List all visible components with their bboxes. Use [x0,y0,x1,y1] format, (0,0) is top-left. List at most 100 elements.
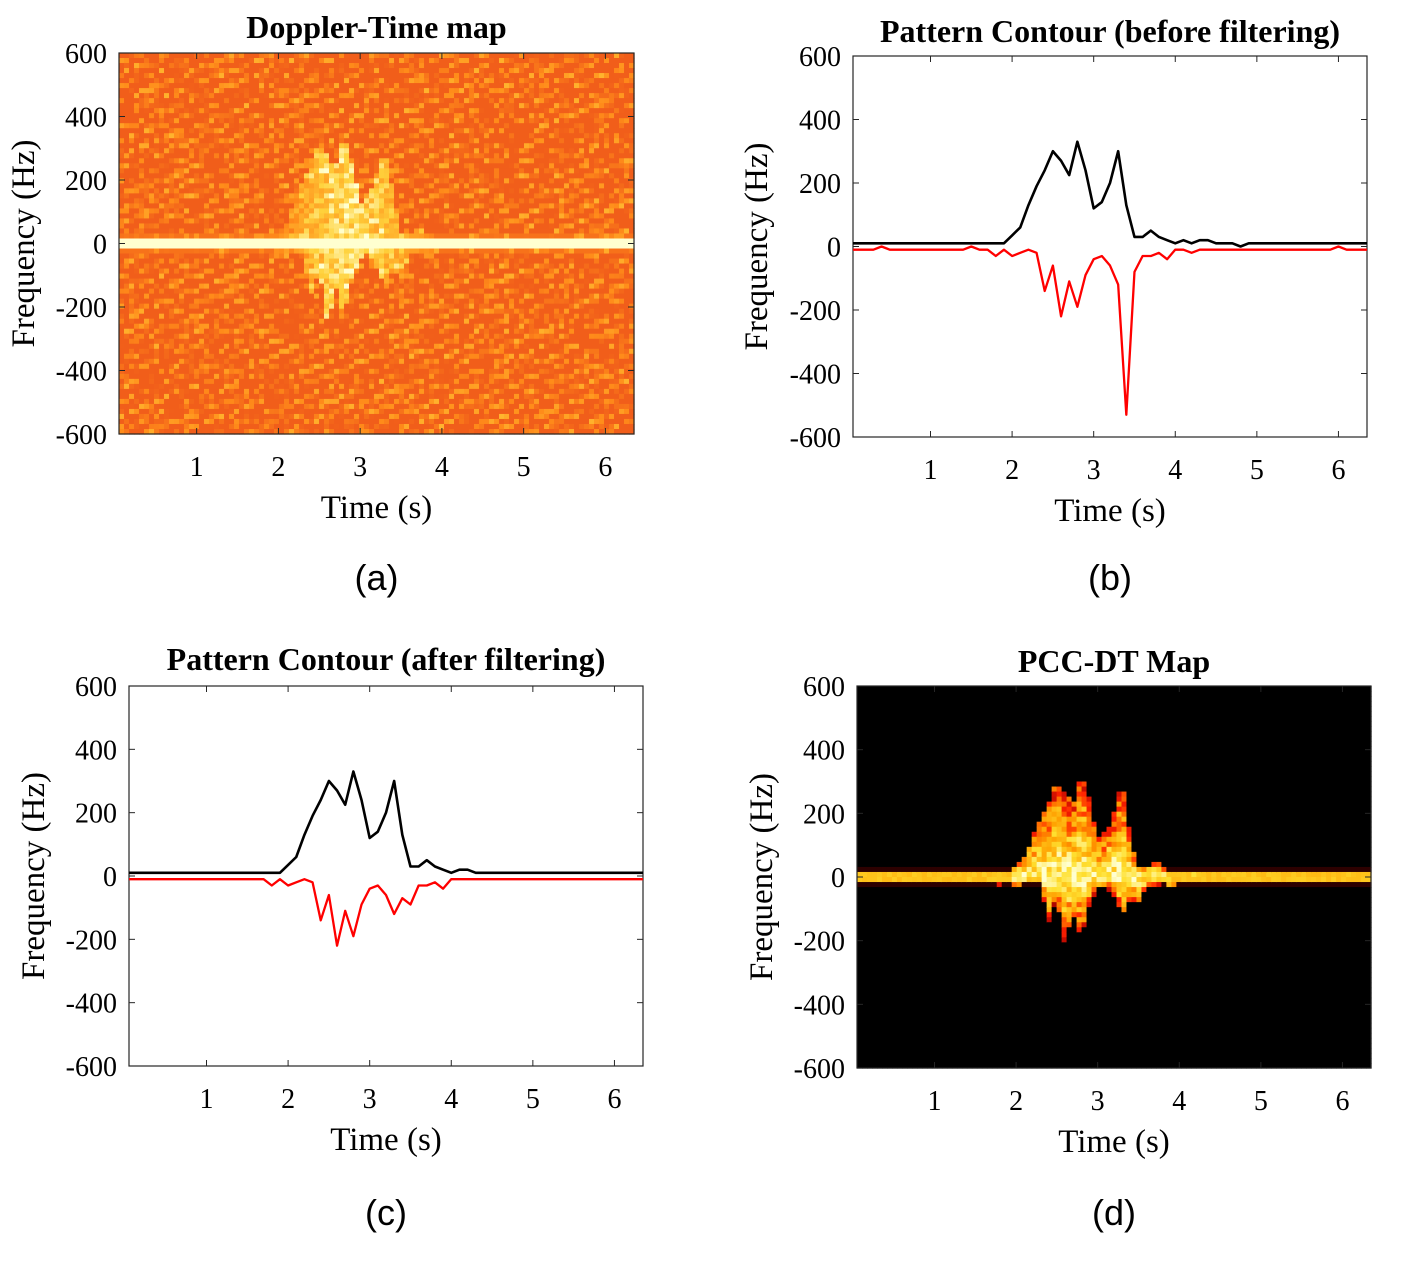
heatmap-cell [364,338,370,345]
heatmap-cell [414,83,420,89]
heatmap-cell [209,333,215,340]
heatmap-cell [289,238,295,245]
heatmap-cell [159,423,165,430]
heatmap-cell [209,288,215,295]
heatmap-cell [284,168,290,174]
heatmap-cell [134,423,140,430]
heatmap-cell [199,103,205,109]
heatmap-cell [134,273,140,280]
heatmap-cell [329,233,335,240]
heatmap-cell [249,63,255,69]
heatmap-cell [179,88,185,94]
heatmap-cell [139,213,145,220]
heatmap-cell [194,388,200,395]
heatmap-cell [164,258,170,265]
heatmap-cell [299,73,305,79]
heatmap-cell [129,58,135,64]
heatmap-cell [299,253,305,260]
heatmap-cell [134,83,140,89]
heatmap-cell [234,258,240,265]
heatmap-cell [244,353,250,360]
heatmap-cell [144,53,150,59]
heatmap-cell [324,63,330,69]
heatmap-cell [324,278,330,285]
heatmap-cell [284,223,290,230]
heatmap-cell [139,298,145,305]
heatmap-cell [234,373,240,380]
heatmap-cell [189,413,195,420]
heatmap-cell [229,373,235,380]
heatmap-cell [324,148,330,154]
heatmap-cell [414,288,420,295]
heatmap-cell [134,153,140,159]
heatmap-cell [384,223,390,230]
heatmap-cell [199,343,205,350]
heatmap-cell [249,148,255,154]
heatmap-cell [179,238,185,245]
heatmap-cell [194,68,200,74]
heatmap-cell [324,248,330,255]
heatmap-cell [239,63,245,69]
heatmap-cell [239,93,245,99]
heatmap-cell [399,383,405,390]
heatmap-cell [434,348,440,355]
heatmap-cell [279,73,285,79]
heatmap-cell [289,148,295,154]
heatmap-cell [319,198,325,204]
heatmap-cell [289,273,295,280]
heatmap-cell [314,178,320,184]
heatmap-cell [169,203,175,209]
heatmap-cell [189,163,195,169]
heatmap-cell [259,298,265,305]
heatmap-cell [434,328,440,335]
heatmap-cell [259,343,265,350]
heatmap-cell [304,58,310,64]
heatmap-cell [124,68,130,74]
heatmap-cell [264,78,270,84]
heatmap-cell [359,63,365,69]
heatmap-cell [269,178,275,184]
heatmap-cell [379,313,385,320]
heatmap-cell [324,228,330,235]
heatmap-cell [154,88,160,94]
heatmap-cell [319,213,325,220]
heatmap-cell [219,123,225,129]
heatmap-cell [299,238,305,245]
heatmap-cell [139,73,145,79]
heatmap-cell [189,143,195,149]
heatmap-cell [234,408,240,415]
heatmap-cell [404,133,410,139]
heatmap-cell [279,243,285,250]
heatmap-cell [444,223,450,230]
heatmap-cell [399,348,405,355]
heatmap-cell [409,223,415,230]
heatmap-cell [369,288,375,295]
heatmap-cell [179,133,185,139]
heatmap-cell [409,233,415,240]
heatmap-cell [209,128,215,134]
heatmap-cell [399,408,405,415]
heatmap-cell [424,268,430,275]
heatmap-cell [224,83,230,89]
heatmap-cell [339,303,345,310]
heatmap-cell [129,193,135,199]
heatmap-cell [249,398,255,405]
heatmap-cell [354,58,360,64]
heatmap-cell [404,58,410,64]
heatmap-cell [284,428,290,435]
heatmap-cell [409,213,415,220]
heatmap-cell [199,163,205,169]
heatmap-cell [259,388,265,395]
heatmap-cell [444,198,450,204]
heatmap-cell [169,178,175,184]
heatmap-cell [444,58,450,64]
heatmap-cell [239,388,245,395]
heatmap-cell [269,383,275,390]
heatmap-cell [129,68,135,74]
heatmap-cell [429,208,435,215]
heatmap-cell [244,58,250,64]
heatmap-cell [254,218,260,225]
heatmap-cell [334,273,340,280]
heatmap-cell [189,108,195,114]
heatmap-cell [364,228,370,235]
